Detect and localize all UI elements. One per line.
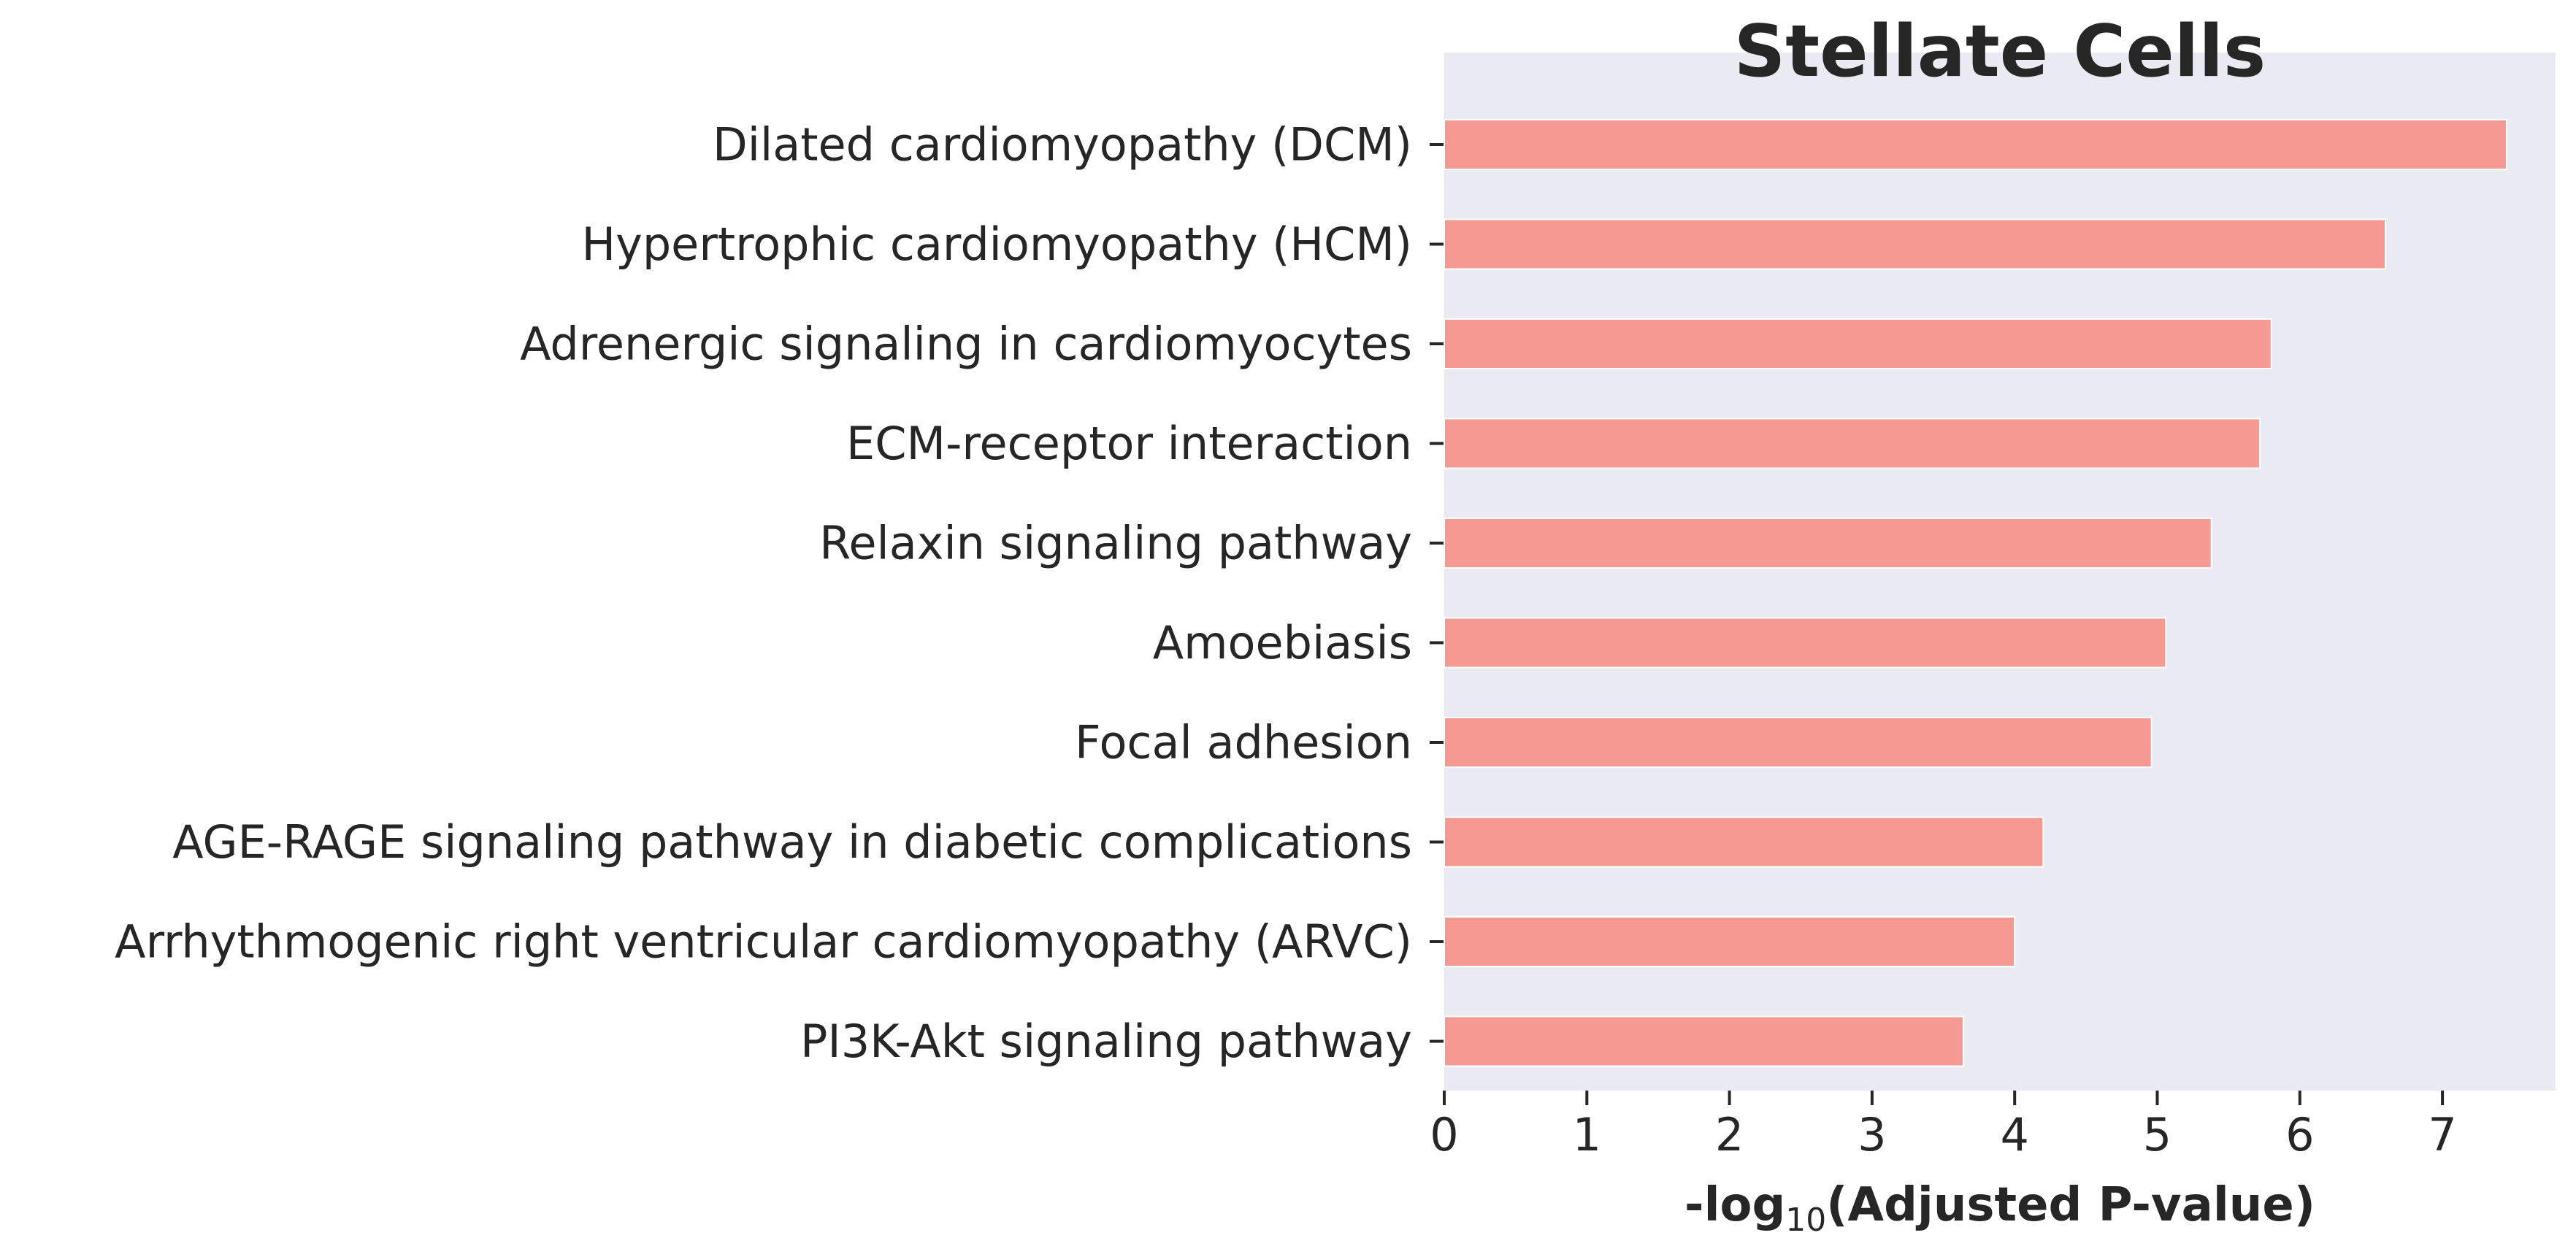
x-tick-label: 4 [2000, 1108, 2028, 1161]
bar [1444, 916, 2016, 967]
y-tick-label: Dilated cardiomyopathy (DCM) [713, 118, 1412, 172]
bar [1444, 717, 2153, 768]
y-tick-label: ECM-receptor interaction [846, 417, 1412, 470]
x-axis: 0 1 2 3 4 5 6 7 [1430, 1091, 2457, 1161]
bar [1444, 816, 2044, 868]
x-axis-label: -log10(Adjusted P-value) [1684, 1178, 2315, 1239]
y-tick-label: Relaxin signaling pathway [819, 517, 1412, 570]
x-axis-label-subscript: 10 [1785, 1202, 1826, 1239]
x-axis-label-prefix: -log [1684, 1178, 1785, 1232]
y-axis: Dilated cardiomyopathy (DCM) Hypertrophic… [115, 118, 1444, 1068]
y-tick-label: Adrenergic signaling in cardiomyocytes [520, 318, 1412, 371]
bar [1444, 218, 2386, 270]
y-tick-label: Arrhythmogenic right ventricular cardiom… [115, 915, 1412, 969]
y-tick-label: Focal adhesion [1075, 716, 1412, 769]
bar [1444, 1015, 1964, 1067]
bar [1444, 418, 2261, 469]
x-tick-label: 7 [2428, 1108, 2456, 1161]
y-tick-label: PI3K-Akt signaling pathway [800, 1015, 1412, 1068]
x-tick-label: 6 [2285, 1108, 2314, 1161]
bar [1444, 617, 2167, 669]
x-axis-label-suffix: (Adjusted P-value) [1826, 1178, 2315, 1232]
bar [1444, 518, 2212, 569]
chart-title: Stellate Cells [1734, 10, 2266, 93]
x-tick-label: 5 [2143, 1108, 2171, 1161]
bar [1444, 318, 2272, 369]
x-tick-label: 2 [1715, 1108, 1744, 1161]
y-tick-label: Amoebiasis [1153, 616, 1412, 669]
x-tick-label: 3 [1858, 1108, 1886, 1161]
x-tick-label: 1 [1573, 1108, 1601, 1161]
bar [1444, 119, 2507, 170]
x-tick-label: 0 [1430, 1108, 1458, 1161]
bars [1444, 119, 2507, 1067]
y-tick-label: AGE-RAGE signaling pathway in diabetic c… [172, 815, 1412, 869]
y-tick-label: Hypertrophic cardiomyopathy (HCM) [582, 218, 1413, 271]
